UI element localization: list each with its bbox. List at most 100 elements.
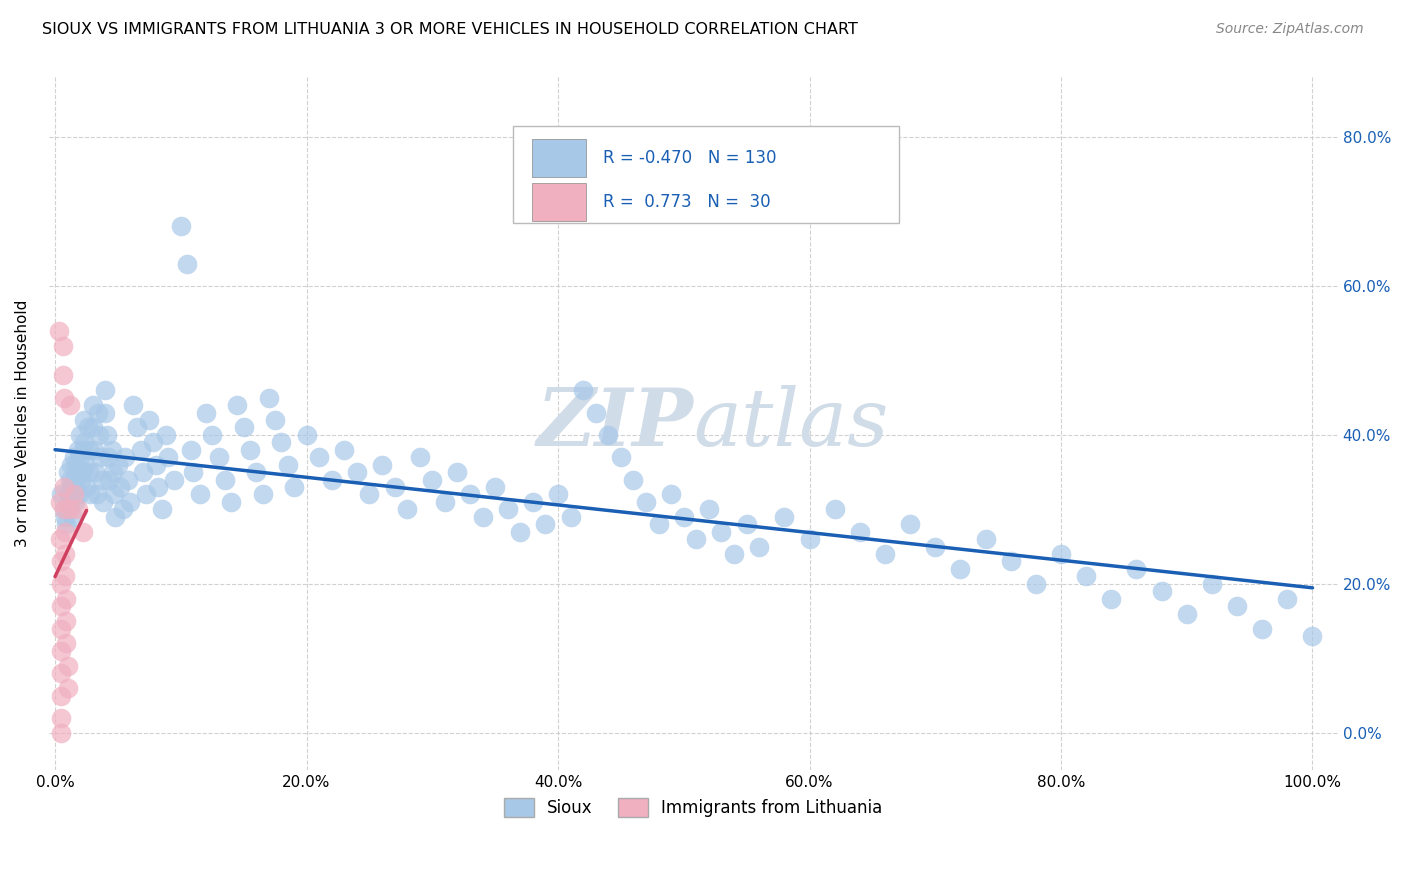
- Point: [65, 458, 87, 472]
- Point: [63, 487, 86, 501]
- Point: [1125, 562, 1147, 576]
- Point: [371, 458, 394, 472]
- Point: [509, 524, 531, 539]
- Point: [55, 614, 77, 628]
- FancyBboxPatch shape: [531, 183, 586, 220]
- Point: [52, 480, 75, 494]
- Point: [295, 428, 318, 442]
- Point: [122, 398, 145, 412]
- Point: [52, 338, 75, 352]
- Point: [60, 480, 83, 494]
- Point: [62, 509, 84, 524]
- Point: [51, 577, 73, 591]
- Point: [65, 480, 87, 494]
- Point: [1099, 591, 1122, 606]
- Point: [245, 465, 267, 479]
- Point: [135, 487, 157, 501]
- Point: [157, 450, 180, 465]
- Point: [252, 487, 274, 501]
- Point: [72, 524, 94, 539]
- Point: [56, 658, 79, 673]
- Point: [51, 725, 73, 739]
- Point: [163, 473, 186, 487]
- Point: [59, 495, 82, 509]
- Point: [58, 502, 80, 516]
- Point: [72, 465, 94, 479]
- Point: [51, 711, 73, 725]
- Point: [76, 420, 98, 434]
- Point: [150, 502, 173, 516]
- Point: [145, 458, 167, 472]
- Point: [52, 391, 75, 405]
- Point: [51, 644, 73, 658]
- Point: [232, 420, 254, 434]
- Point: [94, 383, 117, 397]
- Point: [120, 495, 142, 509]
- Text: Source: ZipAtlas.com: Source: ZipAtlas.com: [1216, 22, 1364, 37]
- Point: [142, 435, 165, 450]
- Point: [90, 473, 112, 487]
- Point: [270, 435, 292, 450]
- FancyBboxPatch shape: [513, 126, 900, 223]
- Point: [308, 450, 330, 465]
- Point: [104, 509, 127, 524]
- Point: [496, 502, 519, 516]
- Point: [94, 405, 117, 419]
- Point: [873, 547, 896, 561]
- Point: [974, 532, 997, 546]
- Point: [82, 420, 104, 434]
- Point: [82, 398, 104, 412]
- Point: [76, 480, 98, 494]
- Point: [66, 502, 89, 516]
- Point: [219, 495, 242, 509]
- Point: [201, 428, 224, 442]
- Point: [898, 517, 921, 532]
- Point: [97, 450, 120, 465]
- Point: [522, 495, 544, 509]
- Point: [623, 473, 645, 487]
- Point: [799, 532, 821, 546]
- Point: [396, 502, 419, 516]
- Point: [420, 473, 443, 487]
- Point: [59, 398, 82, 412]
- Point: [547, 487, 569, 501]
- Point: [1251, 622, 1274, 636]
- Point: [849, 524, 872, 539]
- Point: [1175, 607, 1198, 621]
- Point: [534, 517, 557, 532]
- Point: [48, 324, 70, 338]
- Point: [333, 442, 356, 457]
- Point: [659, 487, 682, 501]
- FancyBboxPatch shape: [531, 139, 586, 177]
- Text: SIOUX VS IMMIGRANTS FROM LITHUANIA 3 OR MORE VEHICLES IN HOUSEHOLD CORRELATION C: SIOUX VS IMMIGRANTS FROM LITHUANIA 3 OR …: [42, 22, 858, 37]
- Point: [180, 442, 202, 457]
- Point: [359, 487, 381, 501]
- Point: [63, 473, 86, 487]
- Point: [710, 524, 733, 539]
- Point: [69, 450, 91, 465]
- Point: [66, 465, 89, 479]
- Point: [49, 495, 72, 509]
- Point: [56, 487, 79, 501]
- Point: [283, 480, 305, 494]
- Point: [55, 517, 77, 532]
- Point: [458, 487, 481, 501]
- Point: [188, 487, 211, 501]
- Point: [446, 465, 468, 479]
- Point: [949, 562, 972, 576]
- Point: [773, 509, 796, 524]
- Point: [52, 502, 75, 516]
- Point: [56, 681, 79, 695]
- Point: [69, 428, 91, 442]
- Point: [924, 540, 946, 554]
- Point: [59, 473, 82, 487]
- Point: [226, 398, 249, 412]
- Point: [672, 509, 695, 524]
- Point: [257, 391, 280, 405]
- Point: [471, 509, 494, 524]
- Point: [117, 473, 139, 487]
- Point: [52, 368, 75, 383]
- Point: [1025, 577, 1047, 591]
- Point: [685, 532, 707, 546]
- Point: [409, 450, 432, 465]
